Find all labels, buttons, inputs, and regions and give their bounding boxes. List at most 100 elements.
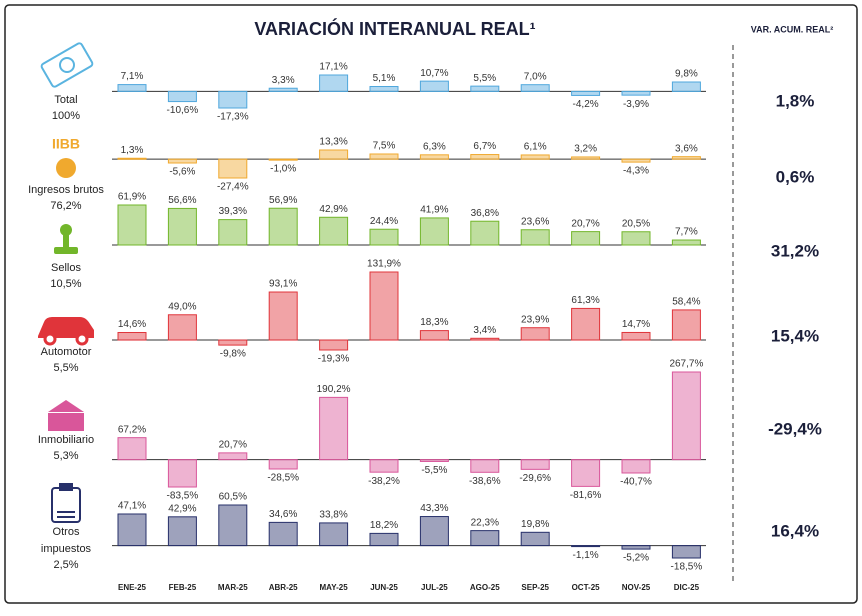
bar xyxy=(319,522,349,547)
accum-title: VAR. ACUM. REAL² xyxy=(751,24,834,34)
accum-value: 15,4% xyxy=(771,326,819,345)
value-label: 3,6% xyxy=(675,143,698,154)
value-label: -40,7% xyxy=(620,477,652,488)
bar xyxy=(520,154,550,160)
value-label: 56,9% xyxy=(269,195,297,206)
value-label: 36,8% xyxy=(471,208,499,219)
bar xyxy=(117,332,147,341)
value-label: 3,2% xyxy=(574,144,597,155)
value-label: 18,3% xyxy=(420,317,448,328)
value-label: 3,4% xyxy=(473,325,496,336)
x-tick-label: SEP-25 xyxy=(521,583,549,592)
icon-building xyxy=(48,400,84,431)
value-label: 5,1% xyxy=(373,73,396,84)
value-label: 93,1% xyxy=(269,279,297,290)
value-label: 7,0% xyxy=(524,71,547,82)
series-weight: 2,5% xyxy=(53,559,78,571)
bar xyxy=(268,459,298,470)
bar xyxy=(117,437,147,461)
bar xyxy=(470,530,500,547)
bar xyxy=(621,231,651,246)
value-label: 131,9% xyxy=(367,259,401,270)
value-label: 13,3% xyxy=(319,137,347,148)
bar xyxy=(520,531,550,547)
series-name: Automotor xyxy=(41,346,92,358)
bar xyxy=(470,154,500,160)
bar xyxy=(470,337,500,341)
bar xyxy=(419,217,449,246)
value-label: 39,3% xyxy=(219,206,247,217)
value-label: 20,7% xyxy=(571,218,599,229)
value-label: -4,3% xyxy=(623,166,649,177)
x-tick-label: OCT-25 xyxy=(572,583,601,592)
accum-value: 31,2% xyxy=(771,241,819,260)
value-label: 1,3% xyxy=(121,145,144,156)
value-label: -5,2% xyxy=(623,553,649,564)
series-name: Otros xyxy=(53,526,80,538)
bar xyxy=(369,153,399,160)
accum-value: 0,6% xyxy=(776,167,815,186)
bar xyxy=(319,216,349,246)
value-label: -38,2% xyxy=(368,476,400,487)
bar xyxy=(167,158,197,164)
bar xyxy=(571,90,601,96)
value-label: 61,9% xyxy=(118,192,146,203)
value-label: 42,9% xyxy=(168,503,196,514)
value-label: 7,7% xyxy=(675,227,698,238)
accum-value: -29,4% xyxy=(768,419,822,438)
value-label: 42,9% xyxy=(319,204,347,215)
value-label: -83,5% xyxy=(167,491,199,502)
bar xyxy=(369,459,399,473)
value-label: 14,6% xyxy=(118,319,146,330)
bar xyxy=(218,339,248,346)
bar xyxy=(167,314,197,341)
icon-stamp xyxy=(54,224,78,254)
frame xyxy=(4,4,858,604)
value-label: 267,7% xyxy=(669,359,703,370)
value-label: 6,7% xyxy=(473,141,496,152)
x-tick-label: AGO-25 xyxy=(470,583,500,592)
series-name: Sellos xyxy=(51,262,81,274)
value-label: -17,3% xyxy=(217,112,249,123)
value-label: -4,2% xyxy=(573,99,599,110)
value-label: 17,1% xyxy=(319,62,347,73)
bar xyxy=(218,504,248,547)
bar xyxy=(268,87,298,92)
bar xyxy=(520,229,550,246)
value-label: 23,9% xyxy=(521,314,549,325)
series-weight: 10,5% xyxy=(50,278,81,290)
bar xyxy=(621,158,651,163)
bar xyxy=(419,154,449,160)
series-name: Total xyxy=(54,94,77,106)
bar xyxy=(671,371,701,461)
bar xyxy=(268,291,298,341)
value-label: 41,9% xyxy=(420,205,448,216)
value-label: 22,3% xyxy=(471,517,499,528)
icon-car xyxy=(38,317,94,346)
value-label: 67,2% xyxy=(118,424,146,435)
bar xyxy=(621,90,651,96)
bar xyxy=(369,532,399,547)
bar xyxy=(671,81,701,92)
value-label: -9,8% xyxy=(220,349,246,360)
bar xyxy=(671,156,701,160)
value-label: -27,4% xyxy=(217,182,249,193)
bar xyxy=(268,158,298,161)
series-name: Inmobiliario xyxy=(38,434,94,446)
value-label: -3,9% xyxy=(623,99,649,110)
bar xyxy=(117,513,147,547)
value-label: 10,7% xyxy=(420,68,448,79)
value-label: -18,5% xyxy=(671,562,703,573)
bar xyxy=(671,239,701,246)
x-tick-label: MAY-25 xyxy=(320,583,349,592)
value-label: 18,2% xyxy=(370,520,398,531)
bar xyxy=(369,86,399,92)
bar xyxy=(621,545,651,550)
value-label: 14,7% xyxy=(622,319,650,330)
bar xyxy=(319,396,349,461)
series-weight: 5,3% xyxy=(53,450,78,462)
bar xyxy=(369,271,399,341)
value-label: -28,5% xyxy=(267,473,299,484)
bar xyxy=(167,459,197,488)
